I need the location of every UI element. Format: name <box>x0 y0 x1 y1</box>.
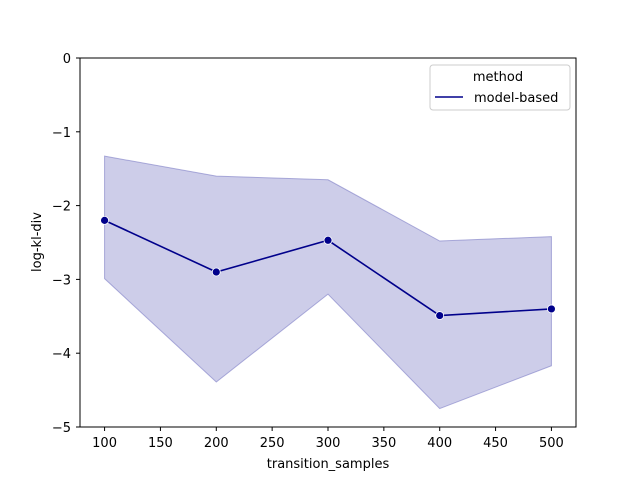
y-tick-label: −5 <box>52 421 71 436</box>
y-tick-label: 0 <box>63 52 71 67</box>
x-tick-label: 350 <box>371 436 396 451</box>
y-tick-label: −4 <box>52 347 71 362</box>
x-tick-label: 400 <box>427 436 452 451</box>
data-point <box>435 311 445 320</box>
y-tick-label: −1 <box>52 126 71 141</box>
x-axis-ticks: 100 150 200 250 300 350 400 450 500 <box>92 427 564 451</box>
confidence-band-layer <box>104 155 552 410</box>
data-point <box>100 215 109 225</box>
legend-entry-label: model-based <box>474 91 558 106</box>
x-tick-label: 200 <box>204 436 229 451</box>
y-tick-label: −2 <box>52 200 71 215</box>
x-tick-label: 450 <box>483 436 508 451</box>
x-axis-label: transition_samples <box>267 457 390 472</box>
confidence-band <box>104 155 552 410</box>
y-tick-label: −3 <box>52 273 71 288</box>
data-point <box>547 304 556 314</box>
marker-layer <box>100 215 556 320</box>
legend-title: method <box>473 70 523 85</box>
x-tick-label: 500 <box>539 436 564 451</box>
y-axis-label: log-kl-div <box>30 212 45 272</box>
x-tick-label: 250 <box>260 436 285 451</box>
data-point <box>211 267 221 277</box>
x-tick-label: 150 <box>148 436 173 451</box>
data-point <box>323 235 333 245</box>
legend-box <box>429 64 571 111</box>
legend: method model-based <box>429 64 571 111</box>
x-tick-label: 100 <box>92 436 117 451</box>
y-axis-ticks: 0 −1 −2 −3 −4 −5 <box>52 52 80 436</box>
x-tick-label: 300 <box>316 436 341 451</box>
